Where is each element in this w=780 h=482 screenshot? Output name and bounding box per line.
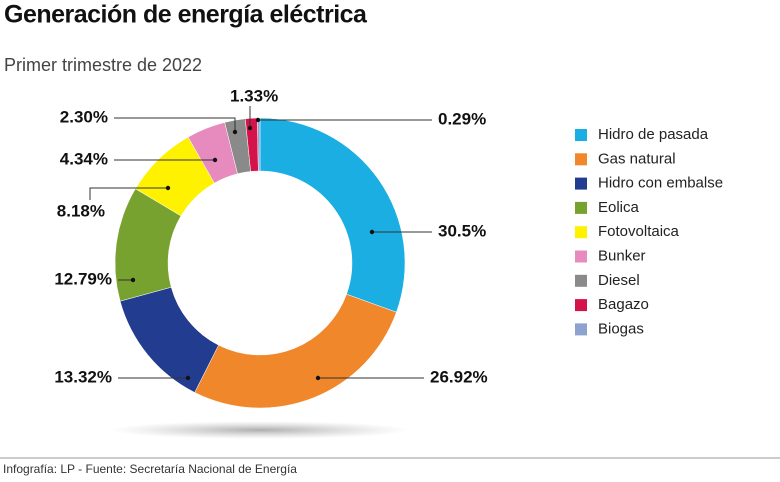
leader-dot: [232, 129, 238, 135]
legend-label: Hidro con embalse: [598, 175, 723, 192]
value-label: 30.5%: [438, 221, 486, 240]
legend-label: Eolica: [598, 199, 640, 216]
legend-swatch: [575, 201, 587, 214]
legend-label: Diesel: [598, 272, 640, 289]
legend-swatch: [575, 323, 587, 336]
leader-dot: [247, 125, 253, 131]
labels: 30.5% 26.92% 13.32% 12.79% 8.18% 4.34% 2.30% 1.…: [54, 86, 487, 386]
value-label: 13.32%: [54, 367, 112, 386]
value-label: 2.30%: [60, 107, 108, 126]
legend-swatch: [575, 274, 587, 287]
slice: [194, 293, 397, 409]
legend-label: Bagazo: [598, 296, 649, 313]
legend-label: Gas natural: [598, 150, 676, 167]
chart-title: Generación de energía eléctrica: [4, 1, 368, 29]
value-label: 0.29%: [438, 109, 486, 128]
leader-dot: [369, 229, 375, 235]
legend-swatch: [575, 129, 587, 141]
legend-label: Fotovoltaica: [598, 223, 680, 240]
value-label: 4.34%: [60, 149, 108, 168]
legend-swatch: [575, 153, 587, 166]
legend: Hidro de pasada Gas natural Hidro con emba…: [575, 126, 723, 337]
donut: [114, 117, 406, 409]
legend-swatch: [575, 226, 587, 239]
leader-dot: [165, 185, 171, 191]
value-label: 12.79%: [54, 269, 112, 288]
leader-dot: [315, 375, 321, 381]
chart-subtitle: Primer trimestre de 2022: [4, 55, 202, 75]
legend-label: Biogas: [598, 320, 644, 337]
value-label: 8.18%: [57, 201, 105, 220]
slice: [259, 117, 406, 313]
legend-swatch: [575, 299, 587, 312]
leader-dot: [130, 277, 136, 283]
leader-dot: [185, 375, 191, 381]
leader-dot: [212, 157, 218, 163]
legend-swatch: [575, 250, 587, 263]
legend-swatch: [575, 177, 587, 190]
legend-label: Hidro de pasada: [598, 126, 709, 143]
leader: [89, 187, 168, 200]
leader: [114, 117, 236, 132]
value-label: 1.33%: [230, 86, 278, 105]
source: Infografía: LP - Fuente: Secretaría Naci…: [3, 462, 297, 476]
leader-dot: [255, 117, 261, 123]
legend-label: Bunker: [598, 247, 646, 264]
value-label: 26.92%: [430, 367, 488, 386]
shadow: [110, 421, 410, 439]
